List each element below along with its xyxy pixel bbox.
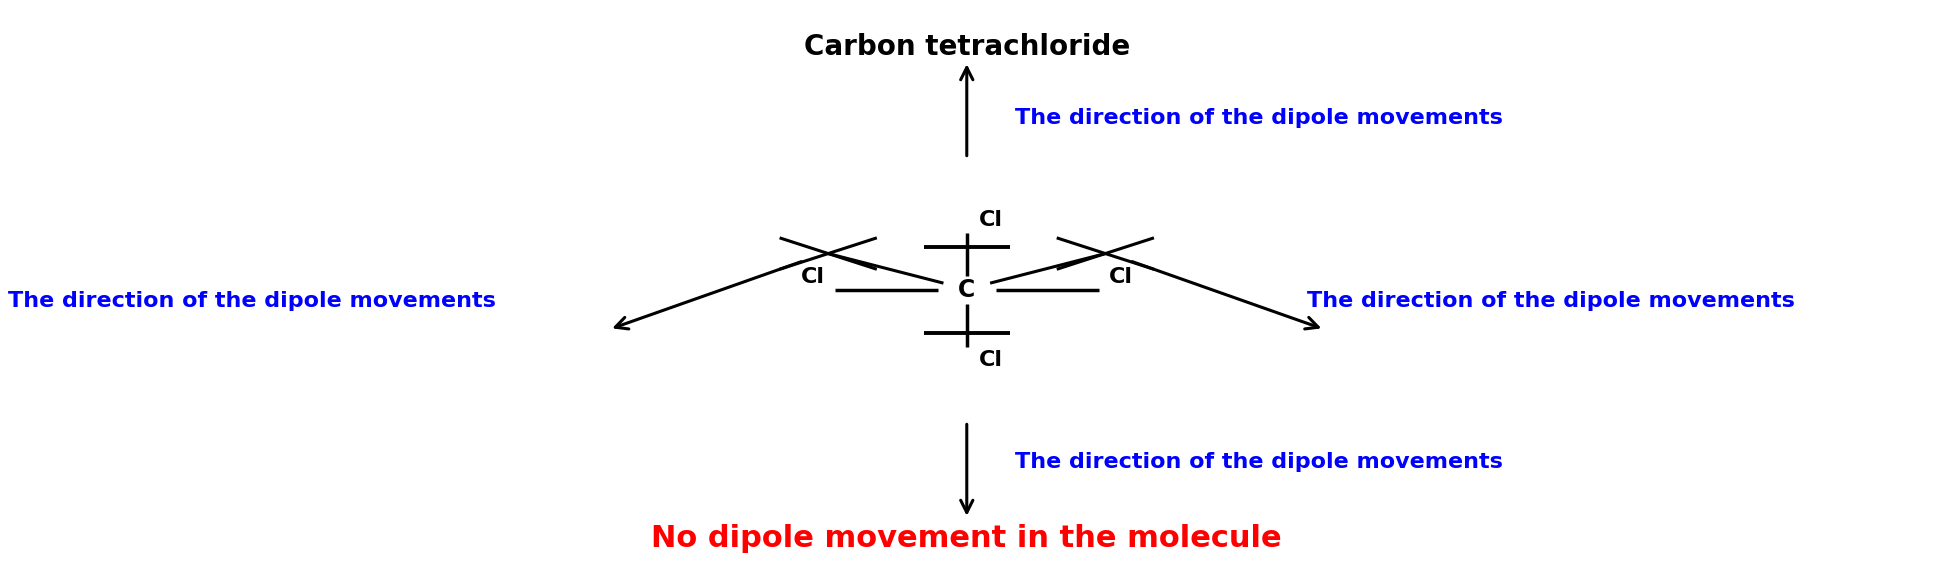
Text: Cl: Cl bbox=[978, 350, 1002, 370]
Text: C: C bbox=[959, 278, 975, 302]
Text: Carbon tetrachloride: Carbon tetrachloride bbox=[803, 32, 1131, 61]
Text: The direction of the dipole movements: The direction of the dipole movements bbox=[8, 291, 496, 311]
Text: The direction of the dipole movements: The direction of the dipole movements bbox=[1016, 108, 1504, 129]
Text: Cl: Cl bbox=[978, 210, 1002, 230]
Text: The direction of the dipole movements: The direction of the dipole movements bbox=[1016, 451, 1504, 472]
Text: Cl: Cl bbox=[1109, 267, 1133, 287]
Text: No dipole movement in the molecule: No dipole movement in the molecule bbox=[652, 524, 1281, 553]
Text: The direction of the dipole movements: The direction of the dipole movements bbox=[1307, 291, 1795, 311]
Text: Cl: Cl bbox=[801, 267, 824, 287]
